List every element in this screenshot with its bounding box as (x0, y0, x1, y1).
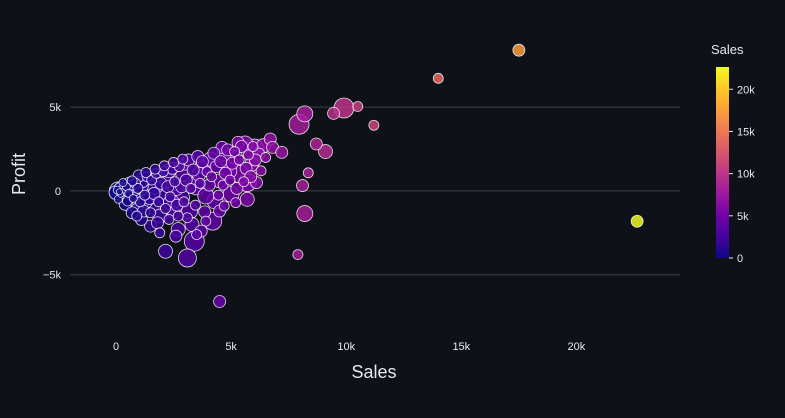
data-point[interactable] (131, 210, 143, 222)
data-point[interactable] (194, 177, 206, 189)
colorbar-tick-label: 15k (737, 126, 755, 138)
data-point[interactable] (275, 145, 289, 159)
data-point[interactable] (140, 167, 152, 178)
data-point[interactable] (149, 163, 161, 175)
points-layer (108, 43, 644, 308)
data-point[interactable] (153, 196, 165, 208)
data-point[interactable] (309, 137, 323, 151)
data-point[interactable] (116, 188, 123, 196)
x-tick-label: 20k (568, 341, 586, 353)
y-axis-title: Profit (9, 153, 29, 195)
data-point[interactable] (292, 249, 304, 261)
data-point[interactable] (185, 183, 197, 194)
colorbar-tick-label: 5k (737, 211, 749, 223)
colorbar: Sales 0 5k 10k 15k 20k (711, 42, 755, 265)
data-point[interactable] (218, 200, 230, 212)
colorbar-tick-label: 20k (737, 84, 755, 96)
data-point[interactable] (139, 189, 151, 201)
x-tick-label: 0 (113, 341, 119, 353)
data-point[interactable] (160, 203, 171, 214)
data-point[interactable] (151, 216, 164, 230)
data-point[interactable] (327, 106, 340, 120)
data-point[interactable] (186, 163, 200, 177)
data-point[interactable] (200, 215, 212, 227)
data-point[interactable] (178, 196, 190, 208)
data-point[interactable] (128, 194, 138, 203)
colorbar-tick-label: 0 (737, 253, 743, 265)
data-point[interactable] (239, 191, 255, 207)
data-point[interactable] (512, 43, 526, 57)
data-point[interactable] (242, 149, 254, 161)
data-point[interactable] (206, 171, 217, 183)
data-point[interactable] (181, 212, 193, 224)
colorbar-tick-label: 10k (737, 169, 755, 181)
data-point[interactable] (207, 146, 221, 160)
colorbar-gradient (716, 67, 729, 258)
x-axis-title: Sales (351, 362, 396, 382)
x-tick-label: 10k (337, 341, 355, 353)
data-point[interactable] (233, 154, 245, 166)
data-point[interactable] (158, 243, 173, 259)
data-point[interactable] (169, 176, 181, 188)
data-point[interactable] (630, 214, 644, 228)
data-point[interactable] (318, 144, 333, 159)
data-point[interactable] (296, 205, 314, 222)
data-point[interactable] (177, 248, 197, 268)
data-point[interactable] (368, 119, 380, 131)
y-tick-label: 5k (49, 102, 61, 114)
x-tick-label: 5k (225, 341, 237, 353)
data-point[interactable] (164, 191, 176, 203)
data-point[interactable] (255, 165, 267, 177)
data-point[interactable] (302, 167, 314, 179)
data-point[interactable] (432, 72, 444, 84)
data-point[interactable] (126, 175, 138, 187)
data-point[interactable] (190, 199, 201, 211)
colorbar-title: Sales (711, 42, 744, 57)
data-point[interactable] (118, 178, 128, 187)
data-point[interactable] (177, 153, 189, 165)
data-point[interactable] (296, 179, 309, 192)
data-point[interactable] (191, 229, 203, 240)
x-tick-label: 15k (452, 341, 470, 353)
data-point[interactable] (224, 174, 236, 186)
data-point[interactable] (168, 157, 179, 168)
axis-layer: −5k 0 5k 0 5k 10k 15k 20k (43, 102, 586, 353)
data-point[interactable] (172, 210, 184, 222)
data-point[interactable] (247, 141, 259, 152)
data-point[interactable] (145, 207, 156, 219)
data-point[interactable] (213, 295, 227, 308)
data-point[interactable] (154, 227, 166, 239)
data-point[interactable] (195, 155, 209, 169)
data-point[interactable] (238, 176, 250, 188)
data-point[interactable] (260, 152, 272, 163)
data-point[interactable] (213, 189, 224, 201)
data-point[interactable] (229, 146, 240, 157)
data-point[interactable] (169, 229, 183, 243)
data-point[interactable] (214, 155, 228, 169)
y-tick-label: −5k (43, 270, 62, 282)
data-point[interactable] (230, 197, 242, 209)
data-point[interactable] (352, 101, 364, 112)
colorbar-ticks: 0 5k 10k 15k 20k (729, 84, 755, 265)
data-point[interactable] (296, 105, 314, 123)
y-tick-label: 0 (55, 186, 61, 198)
data-point[interactable] (163, 214, 175, 225)
data-point[interactable] (158, 160, 170, 172)
data-point[interactable] (132, 183, 144, 194)
